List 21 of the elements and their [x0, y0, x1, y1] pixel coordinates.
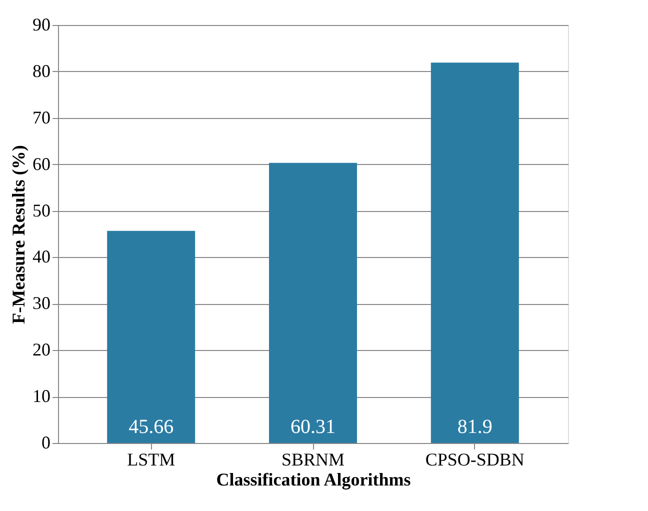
- x-axis-title: Classification Algorithms: [216, 470, 411, 490]
- data-label: 60.31: [290, 416, 336, 438]
- y-axis-title: F-Measure Results (%): [8, 145, 28, 324]
- y-tick-label: 50: [32, 200, 50, 220]
- y-tick-label: 90: [32, 14, 50, 34]
- x-tick-label: SBRNM: [281, 450, 345, 470]
- y-tick-label: 40: [32, 246, 50, 267]
- data-label: 45.66: [128, 416, 174, 438]
- bar: [430, 62, 519, 443]
- y-tick-label: 60: [32, 154, 50, 174]
- y-tick-label: 10: [32, 386, 50, 406]
- y-tick-label: 80: [32, 60, 50, 81]
- bar: [269, 162, 357, 443]
- x-tick-label: LSTM: [127, 450, 176, 470]
- y-tick-label: 0: [42, 432, 50, 452]
- y-tick-label: 30: [32, 293, 50, 314]
- x-tick-label: CPSO-SDBN: [425, 450, 524, 470]
- data-label: 81.9: [457, 416, 492, 438]
- bar: [107, 230, 196, 443]
- y-tick-label: 20: [32, 340, 50, 360]
- y-tick-label: 70: [32, 107, 50, 128]
